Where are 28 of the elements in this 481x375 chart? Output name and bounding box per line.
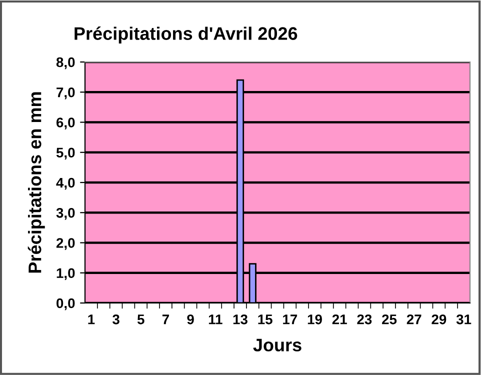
chart-title: Précipitations d'Avril 2026	[74, 26, 298, 44]
x-tick-label: 23	[357, 314, 372, 324]
x-axis-title: Jours	[253, 338, 302, 352]
x-tick-label: 9	[187, 314, 194, 324]
y-tick-label: 8,0	[56, 57, 75, 70]
y-tick-label: 5,0	[56, 148, 75, 160]
y-tick-label: 1,0	[56, 268, 75, 280]
x-tick-label: 7	[162, 314, 169, 324]
x-tick-label: 5	[137, 314, 144, 324]
x-tick-label: 27	[406, 314, 422, 324]
y-tick-label: 2,0	[56, 238, 75, 250]
x-tick-label: 29	[432, 314, 446, 324]
y-tick-label: 3,0	[56, 208, 75, 220]
y-tick-label: 7,0	[56, 87, 75, 100]
x-tick-label: 25	[382, 314, 397, 324]
x-tick-label: 15	[258, 314, 272, 324]
x-tick-label: 21	[332, 314, 347, 324]
x-tick-label: 17	[283, 314, 298, 324]
y-tick-label: 0,0	[56, 298, 75, 310]
y-axis-title: Précipitations en mm	[28, 92, 45, 273]
x-tick-label: 11	[208, 314, 222, 324]
x-tick-label: 31	[456, 314, 472, 324]
x-tick-label: 19	[308, 314, 322, 324]
y-tick-label: 6,0	[56, 118, 75, 130]
x-tick-label: 13	[233, 314, 248, 324]
y-tick-label: 4,0	[56, 178, 75, 190]
x-tick-label: 1	[88, 314, 95, 324]
x-tick-label: 3	[112, 314, 120, 324]
